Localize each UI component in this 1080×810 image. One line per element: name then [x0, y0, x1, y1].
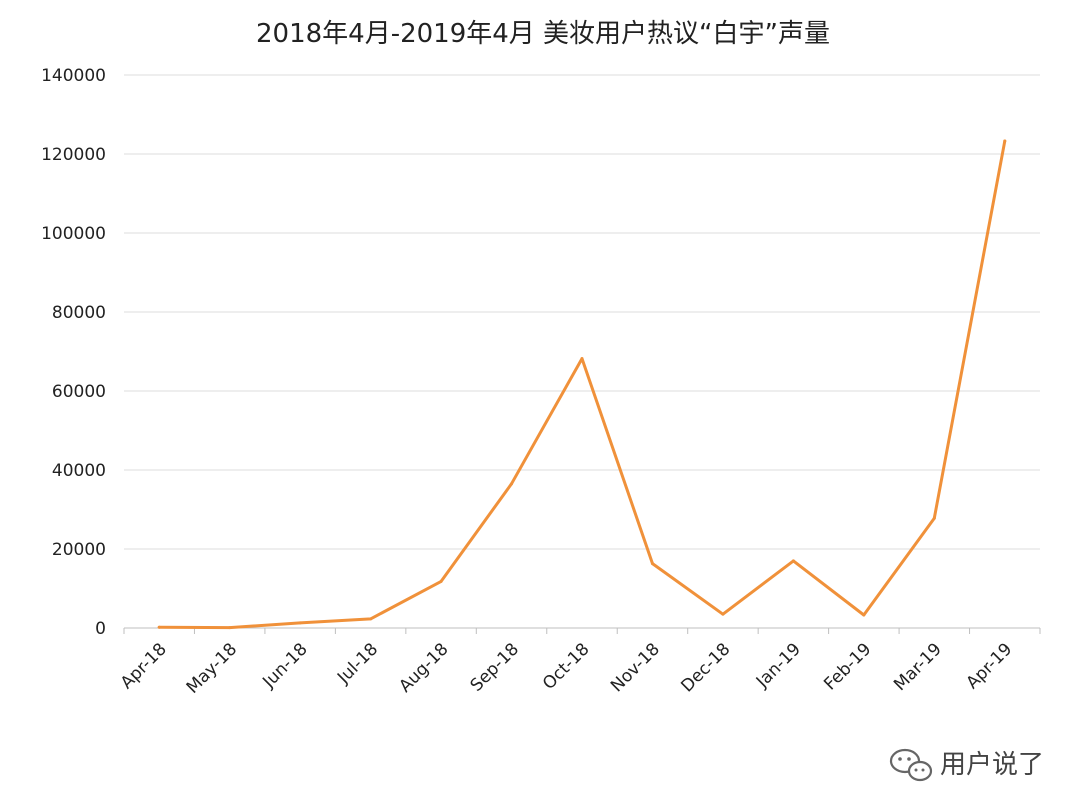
- x-tick-label: Sep-18: [467, 639, 523, 695]
- data-point: [862, 613, 866, 617]
- x-tick-label: May-18: [183, 639, 241, 697]
- x-axis: Apr-18 May-18 Jun-18 Jul-18 Aug-18 Sep-18 Oct-…: [117, 627, 1041, 698]
- y-tick-label: 60000: [52, 382, 106, 402]
- x-tick-label: Dec-18: [677, 639, 734, 696]
- y-tick-label: 40000: [52, 461, 106, 481]
- y-tick-label: 100000: [41, 224, 106, 244]
- x-tick-label: Nov-18: [607, 639, 664, 696]
- data-point: [369, 617, 373, 621]
- x-tick-label: Jul-18: [333, 639, 382, 688]
- x-tick-label: Aug-18: [395, 639, 452, 696]
- x-tick-label: Oct-18: [539, 639, 594, 694]
- data-point: [510, 482, 514, 486]
- grid-lines: [124, 74, 1040, 550]
- data-point: [439, 579, 443, 583]
- x-tick-label: Apr-19: [962, 639, 1016, 693]
- y-tick-label: 120000: [41, 145, 106, 165]
- series-layer: [157, 139, 1007, 630]
- series-line: [157, 139, 1007, 630]
- chart-title: 2018年4月-2019年4月 美妆用户热议“白宇”声量: [256, 19, 830, 49]
- y-tick-label: 20000: [52, 540, 106, 560]
- x-tick-label: Jan-19: [752, 639, 805, 692]
- data-point: [157, 625, 161, 629]
- data-point: [298, 621, 302, 625]
- data-point: [1003, 139, 1007, 143]
- x-tick-label: Mar-19: [890, 639, 946, 695]
- y-axis: 0 20000 40000 60000 80000 100000 120000 140000: [41, 66, 106, 639]
- data-point: [650, 562, 654, 566]
- data-point: [580, 357, 584, 361]
- watermark-text: 用户说了: [940, 750, 1044, 780]
- data-point: [791, 559, 795, 563]
- watermark: 用户说了: [889, 748, 1044, 782]
- x-tick-label: Apr-18: [117, 639, 171, 693]
- y-tick-label: 80000: [52, 303, 106, 323]
- wechat-icon: [889, 748, 933, 782]
- y-tick-label: 140000: [41, 66, 106, 86]
- y-tick-label: 0: [95, 619, 106, 639]
- data-point: [721, 612, 725, 616]
- data-point: [932, 516, 936, 520]
- data-point: [228, 626, 232, 630]
- x-tick-label: Feb-19: [820, 639, 875, 694]
- x-tick-label: Jun-18: [258, 639, 311, 692]
